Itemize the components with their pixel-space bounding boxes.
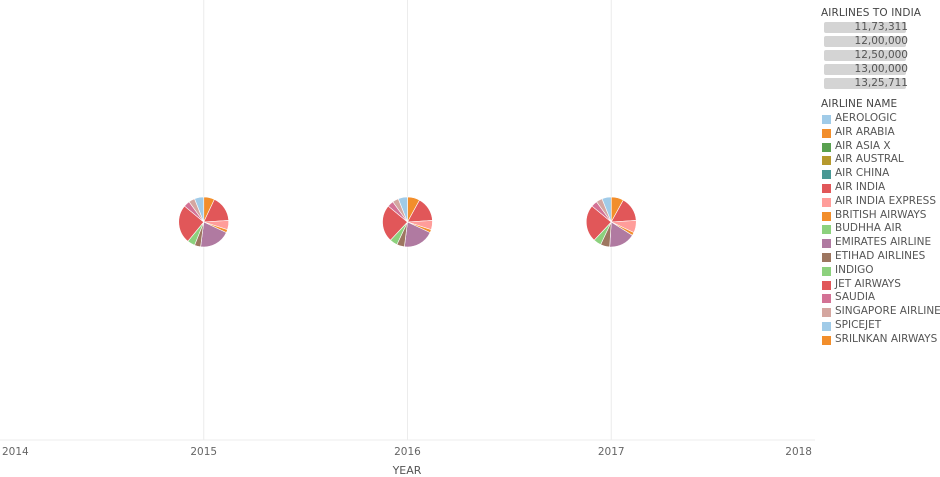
legend-swatch — [822, 266, 831, 276]
x-axis-title: YEAR — [392, 464, 422, 477]
legend-swatch — [822, 225, 831, 235]
x-tick-label: 2015 — [190, 446, 217, 458]
legend-swatch — [822, 156, 831, 166]
size-legend-value: 13,00,000 — [854, 63, 908, 75]
legend-swatch — [822, 239, 831, 249]
legend-label: AIR AUSTRAL — [835, 153, 904, 166]
pie-2017[interactable] — [585, 196, 637, 248]
x-tick-labels: 2014 2015 2016 2017 2018 — [2, 446, 812, 458]
pie-marks — [178, 196, 637, 248]
legend-swatch — [822, 115, 831, 124]
pie-slice[interactable] — [585, 205, 612, 241]
pie-slice[interactable] — [382, 205, 408, 241]
legend-swatch — [822, 142, 831, 152]
legend-swatch — [822, 335, 831, 345]
legend-label: SAUDIA — [835, 291, 876, 304]
legend-swatch — [822, 128, 831, 138]
size-legend-value: 13,25,711 — [854, 77, 908, 89]
legend-swatch — [822, 170, 831, 180]
legend-swatch — [822, 322, 831, 331]
legend-label: AIR INDIA EXPRESS — [835, 194, 936, 207]
pie-slice[interactable] — [178, 205, 205, 242]
color-legend-title: AIRLINE NAME — [821, 98, 898, 110]
legend-label: AIR INDIA — [835, 181, 886, 193]
x-tick-label: 2017 — [598, 446, 625, 458]
legend-label: AIR ARABIA — [835, 125, 895, 138]
pie-2015[interactable] — [178, 196, 230, 248]
size-legend-title: AIRLINES TO INDIA — [821, 7, 922, 19]
legend-label: AIR CHINA — [835, 167, 890, 180]
legend-swatch — [822, 197, 831, 207]
legend-swatch — [822, 294, 831, 304]
legend-label: SINGAPORE AIRLINES — [835, 305, 940, 318]
size-legend-item: 13,00,000 — [824, 63, 908, 75]
legend-label: BUDHHA AIR — [835, 222, 902, 235]
size-legend-value: 12,50,000 — [854, 49, 908, 61]
legend-label: AIR ASIA X — [835, 139, 891, 152]
size-legend-item: 11,73,311 — [824, 21, 908, 33]
x-tick-label: 2014 — [2, 446, 29, 458]
size-legend-item: 13,25,711 — [824, 77, 908, 89]
size-legend-item: 12,50,000 — [824, 49, 908, 61]
legend-label: BRITISH AIRWAYS — [835, 208, 927, 221]
pie-2016[interactable] — [382, 196, 433, 248]
size-legend-value: 12,00,000 — [854, 35, 908, 47]
legend-label: INDIGO — [835, 263, 874, 276]
pie-slice[interactable] — [194, 196, 205, 223]
legend-swatch — [822, 308, 831, 318]
legend-label: SRILNKAN AIRWAYS — [835, 332, 938, 345]
legend-label: SPICEJET — [835, 319, 882, 331]
legend-label: ETIHAD AIRLINES — [835, 250, 926, 262]
x-tick-label: 2016 — [394, 446, 421, 458]
pie-slice[interactable] — [397, 196, 408, 223]
legend-swatch — [822, 280, 831, 290]
size-legend-item: 12,00,000 — [824, 35, 908, 47]
x-tick-label: 2018 — [785, 446, 812, 458]
size-legend-value: 11,73,311 — [854, 21, 908, 33]
pie-slice[interactable] — [601, 196, 612, 223]
legend-label: EMIRATES AIRLINE — [835, 236, 932, 249]
chart-plot-area: 2014 2015 2016 2017 2018 YEAR — [0, 0, 815, 477]
legend-swatch — [822, 211, 831, 221]
legend-label: JET AIRWAYS — [835, 277, 901, 290]
legend-swatch — [822, 253, 831, 262]
legend-swatch — [822, 184, 831, 193]
legend-label: AEROLOGIC — [835, 112, 897, 124]
